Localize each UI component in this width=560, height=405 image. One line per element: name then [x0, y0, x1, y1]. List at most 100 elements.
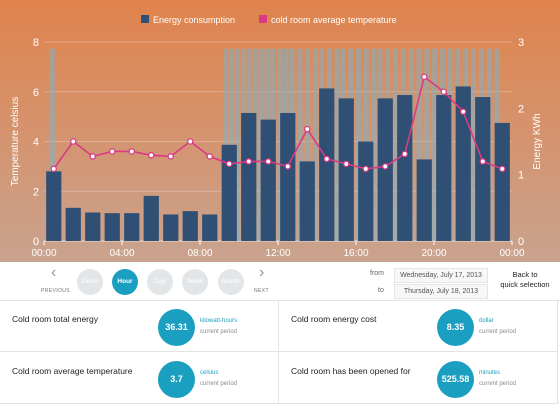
temperature-point	[50, 165, 58, 173]
stat-subtitle: current period	[479, 381, 517, 387]
stat-unit: dollar	[479, 318, 494, 324]
stat-average-temperature: Cold room average temperature 3.7 celsiu…	[0, 352, 279, 404]
y-left-tick-label: 6	[33, 87, 39, 99]
y-right-axis-title: Energy KWh	[532, 113, 543, 169]
back-to-quick-selection-link[interactable]: Back to quick selection	[493, 270, 557, 290]
temperature-point	[186, 138, 194, 145]
period-week-button[interactable]: Week	[182, 269, 208, 295]
stat-value-badge: 3.7	[158, 361, 195, 398]
energy-bar	[455, 86, 471, 242]
energy-bar	[299, 161, 315, 241]
temperature-point	[323, 155, 330, 163]
raw-energy-bar	[432, 48, 438, 242]
energy-temperature-chart: 0 2 4 6 8 0 1 2 3 00:00 04:00 08:00 12:00 16:00 20:00 0…	[0, 0, 560, 262]
energy-bar	[124, 213, 140, 241]
period-day-button[interactable]: Day	[147, 269, 173, 295]
temperature-point	[303, 125, 311, 133]
period-hour-button[interactable]: Hour	[112, 269, 138, 295]
energy-bar	[397, 95, 413, 241]
period-15min-button[interactable]: 15min	[77, 269, 103, 295]
energy-bar	[436, 95, 452, 241]
stat-value-badge: 525.58	[437, 361, 474, 398]
energy-bar	[65, 207, 81, 241]
to-date-field[interactable]: Thursday, July 18, 2013	[394, 284, 488, 299]
y-left-tick-label: 8	[33, 37, 39, 49]
energy-bar	[416, 159, 432, 241]
y-right-tick-label: 1	[518, 170, 524, 182]
stat-label: Cold room average temperature	[12, 366, 133, 376]
raw-energy-bar	[416, 48, 422, 242]
temperature-point	[128, 148, 135, 155]
stats-panel: Cold room total energy 36.31 kilowatt-ho…	[0, 300, 560, 405]
temperature-point	[284, 163, 291, 170]
stat-unit: minutes	[479, 370, 501, 376]
temperature-point	[479, 158, 486, 165]
raw-energy-bar	[424, 48, 430, 242]
raw-energy-bar	[313, 48, 319, 242]
energy-bar	[241, 112, 257, 241]
stat-energy-cost: Cold room energy cost 8.35 dollar curren…	[279, 300, 558, 352]
energy-bar	[182, 211, 198, 241]
energy-bar	[85, 212, 101, 241]
y-right-tick-label: 3	[518, 37, 524, 49]
next-arrow-icon[interactable]: ›	[259, 264, 265, 281]
stat-label: Cold room energy cost	[291, 314, 377, 324]
legend-label-energy: Energy consumption	[153, 15, 235, 25]
raw-energy-bar	[334, 48, 340, 242]
energy-bar	[280, 112, 296, 241]
period-month-button[interactable]: Month	[218, 269, 244, 295]
stat-unit: kilowatt-hours	[200, 318, 238, 324]
stat-value-badge: 8.35	[437, 309, 474, 346]
x-tick-label: 04:00	[109, 248, 134, 259]
temperature-point	[342, 160, 350, 168]
raw-energy-bar	[235, 48, 241, 242]
previous-arrow-icon[interactable]: ‹	[51, 264, 57, 281]
energy-bar	[221, 144, 237, 241]
stat-subtitle: current period	[200, 329, 238, 335]
stat-subtitle: current period	[479, 329, 517, 335]
x-tick-label: 20:00	[421, 248, 446, 259]
stat-label: Cold room has been opened for	[291, 366, 411, 376]
previous-label[interactable]: PREVIOUS	[41, 288, 71, 294]
stat-label: Cold room total energy	[12, 314, 98, 324]
temperature-point	[498, 165, 506, 173]
y-right-tick-label: 0	[518, 236, 524, 248]
back-link-line2: quick selection	[500, 280, 550, 289]
stat-opened-duration: Cold room has been opened for 525.58 min…	[279, 352, 558, 404]
period-controls: ‹ PREVIOUS 15min Hour Day Week Month › N…	[0, 262, 560, 301]
energy-bar	[260, 119, 276, 241]
temperature-point	[89, 153, 97, 160]
stat-total-energy: Cold room total energy 36.31 kilowatt-ho…	[0, 300, 279, 352]
temperature-point	[440, 88, 447, 96]
energy-bar	[475, 97, 491, 241]
y-left-tick-label: 4	[33, 137, 39, 149]
temperature-point	[147, 151, 155, 159]
y-left-tick-label: 2	[33, 186, 39, 198]
chart-panel: 0 2 4 6 8 0 1 2 3 00:00 04:00 08:00 12:00 16:00 20:00 0…	[0, 0, 560, 262]
to-label: to	[378, 287, 384, 294]
y-right-tick-label: 2	[518, 103, 524, 115]
temperature-point	[381, 163, 389, 170]
energy-bar	[104, 213, 120, 241]
energy-bar	[143, 195, 159, 241]
temperature-point	[167, 153, 174, 160]
next-label[interactable]: NEXT	[254, 288, 269, 294]
raw-energy-bar	[371, 48, 377, 242]
from-date-field[interactable]: Wednesday, July 17, 2013	[394, 268, 488, 283]
back-link-line1: Back to	[512, 270, 538, 279]
temperature-point	[70, 138, 77, 145]
energy-bar	[494, 122, 510, 241]
temperature-point	[459, 108, 467, 115]
temperature-point	[401, 150, 408, 158]
stat-value-badge: 36.31	[158, 309, 195, 346]
x-tick-label: 00:00	[499, 248, 524, 259]
energy-bar	[46, 171, 62, 241]
raw-energy-bar	[393, 48, 399, 242]
y-left-axis-title: Temperature celsius	[10, 97, 21, 186]
energy-bar	[202, 214, 218, 241]
stat-subtitle: current period	[200, 381, 238, 387]
x-tick-label: 12:00	[265, 248, 290, 259]
energy-bar	[377, 98, 393, 241]
raw-energy-bar	[471, 48, 477, 242]
energy-bar	[358, 141, 374, 241]
